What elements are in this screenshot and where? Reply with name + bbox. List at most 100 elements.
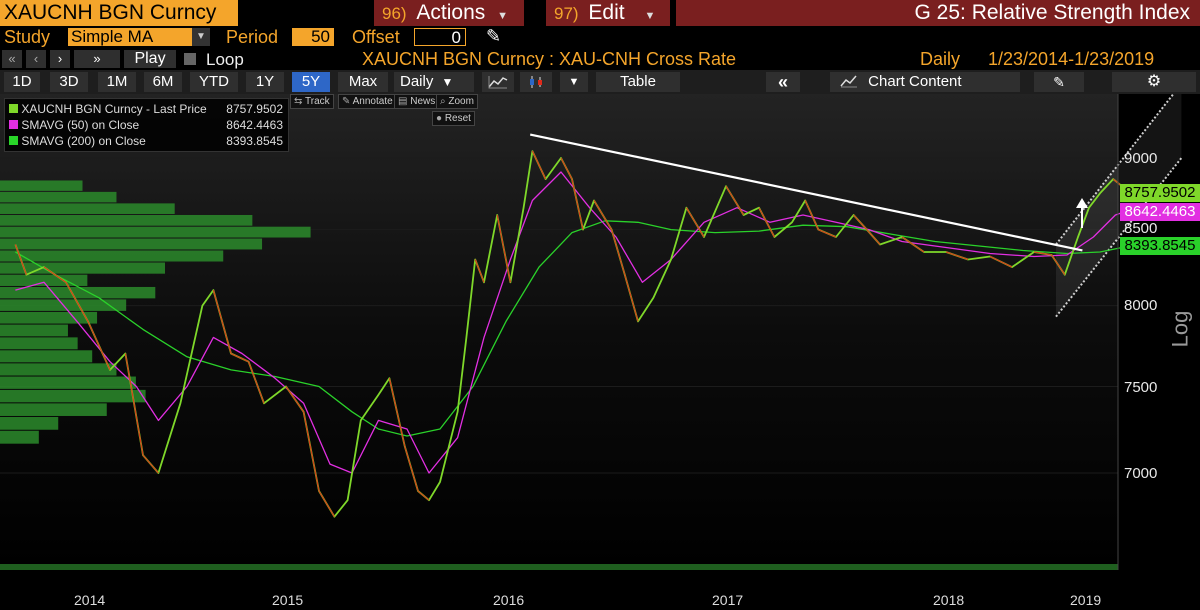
channel-fill <box>1056 94 1182 317</box>
range-5y-button[interactable]: 5Y <box>292 72 330 92</box>
volume-profile-bar <box>0 191 117 203</box>
step-forward-button[interactable]: › <box>50 50 70 68</box>
x-tick-2017: 2017 <box>712 592 744 608</box>
rewind-start-button[interactable]: « <box>2 50 22 68</box>
volume-profile-bar <box>0 416 59 430</box>
price-down-segment <box>303 411 320 492</box>
edit-chart-icon: ✎ <box>1053 74 1065 90</box>
volume-profile-bar <box>0 311 98 324</box>
reset-tool[interactable]: ● Reset <box>432 111 475 126</box>
price-down-segment <box>685 207 705 238</box>
price-down-segment <box>611 229 626 275</box>
y-tick-9000: 9000 <box>1124 150 1158 167</box>
period-select[interactable]: Daily ▼ <box>394 72 474 92</box>
actions-menu[interactable]: 96) Actions ▼ <box>374 0 524 26</box>
legend-box: XAUCNH BGN Curncy - Last Price 8757.9502… <box>4 98 289 152</box>
loop-checkbox[interactable] <box>184 53 196 65</box>
range-1d-button[interactable]: 1D <box>4 72 40 92</box>
y-tick-7000: 7000 <box>1124 465 1158 482</box>
chart-content-button[interactable]: Chart Content <box>830 72 1020 92</box>
volume-profile-bar <box>0 262 165 274</box>
legend-item[interactable]: XAUCNH BGN Curncy - Last Price 8757.9502 <box>9 102 287 116</box>
chart-content-label: Chart Content <box>868 73 962 90</box>
news-icon: ▤ <box>398 96 408 107</box>
window-title: G 25: Relative Strength Index <box>676 0 1200 26</box>
price-down-segment <box>14 244 27 275</box>
reset-icon: ● <box>436 113 443 124</box>
period-select-value: Daily <box>400 73 434 90</box>
edit-dropdown-icon: ▼ <box>644 10 656 22</box>
track-icon: ⇆ <box>294 96 303 107</box>
bottom-volume-strip <box>0 564 1118 570</box>
loop-label: Loop <box>206 50 244 69</box>
price-down-segment <box>124 353 144 456</box>
price-down-segment <box>531 150 547 180</box>
price-down-segment <box>248 361 265 404</box>
offset-input[interactable]: 0 <box>414 28 466 47</box>
price-down-segment <box>474 259 485 283</box>
fast-forward-button[interactable]: » <box>74 50 120 68</box>
y-axis-label: Log <box>1167 310 1193 348</box>
range-max-button[interactable]: Max <box>338 72 388 92</box>
annotate-tool-label: Annotate <box>352 96 393 107</box>
candlestick-icon <box>530 76 542 88</box>
line-chart-button[interactable] <box>482 72 514 92</box>
range-1y-button[interactable]: 1Y <box>246 72 284 92</box>
price-down-segment <box>560 157 573 180</box>
edit-menu[interactable]: 97) Edit ▼ <box>546 0 670 26</box>
edit-number: 97) <box>554 4 579 23</box>
sma50-value-label: 8642.4463 <box>1120 203 1200 221</box>
edit-label: Edit <box>588 1 625 24</box>
x-tick-2016: 2016 <box>493 592 525 608</box>
period-input[interactable]: 50 <box>292 28 334 46</box>
volume-profile <box>0 180 311 444</box>
legend-label: XAUCNH BGN Curncy - Last Price <box>21 102 207 116</box>
table-button[interactable]: Table <box>596 72 680 92</box>
range-3d-button[interactable]: 3D <box>50 72 88 92</box>
volume-profile-bar <box>0 337 78 350</box>
actions-number: 96) <box>382 4 407 23</box>
y-tick-7500: 7500 <box>1124 379 1158 396</box>
period-dropdown-icon: ▼ <box>441 75 454 89</box>
study-dropdown-icon: ▼ <box>192 28 210 46</box>
ticker-field[interactable]: XAUCNH BGN Curncy <box>0 0 238 26</box>
volume-profile-bar <box>0 286 156 299</box>
candle-chart-button[interactable] <box>520 72 552 92</box>
volume-profile-bar <box>0 226 311 238</box>
news-tool[interactable]: ▤ News <box>394 94 440 109</box>
price-down-segment <box>593 200 613 230</box>
track-tool-label: Track <box>305 96 330 107</box>
range-6m-button[interactable]: 6M <box>144 72 182 92</box>
settings-button[interactable]: ⚙ <box>1112 72 1196 92</box>
annotate-tool[interactable]: ✎ Annotate <box>338 94 397 109</box>
up-arrow-head <box>1076 198 1088 208</box>
legend-item[interactable]: SMAVG (200) on Close 8393.8545 <box>9 134 287 148</box>
date-range: 1/23/2014-1/23/2019 <box>988 49 1155 69</box>
step-back-button[interactable]: ‹ <box>26 50 46 68</box>
edit-chart-button[interactable]: ✎ <box>1034 72 1084 92</box>
header-bar: XAUCNH BGN Curncy 96) Actions ▼ 97) Edit… <box>0 0 1200 26</box>
price-down-segment <box>142 454 159 474</box>
chart-type-dropdown[interactable]: ▼ <box>560 72 588 92</box>
range-1m-button[interactable]: 1M <box>98 72 136 92</box>
legend-value: 8642.4463 <box>226 118 283 132</box>
volume-profile-bar <box>0 350 93 363</box>
collapse-button[interactable]: « <box>766 72 800 92</box>
play-button[interactable]: Play <box>124 50 176 68</box>
x-tick-2019: 2019 <box>1070 592 1102 608</box>
trend-line <box>529 133 1083 252</box>
legend-item[interactable]: SMAVG (50) on Close 8642.4463 <box>9 118 287 132</box>
pencil-icon[interactable]: ✎ <box>486 26 502 46</box>
zoom-icon: ⌕ <box>440 96 446 107</box>
track-tool[interactable]: ⇆ Track <box>290 94 334 109</box>
price-down-segment <box>388 378 406 447</box>
news-tool-label: News <box>410 96 436 107</box>
y-tick-8000: 8000 <box>1124 297 1158 314</box>
range-ytd-button[interactable]: YTD <box>190 72 238 92</box>
study-select[interactable]: Simple MA ▼ <box>68 28 210 46</box>
zoom-tool[interactable]: ⌕ Zoom <box>436 94 478 109</box>
playback-row: « ‹ › » Play Loop XAUCNH BGN Curncy : XA… <box>0 48 1200 70</box>
chart-area[interactable] <box>0 94 1200 610</box>
sma50-line <box>15 171 1134 474</box>
price-down-segment <box>901 236 925 253</box>
